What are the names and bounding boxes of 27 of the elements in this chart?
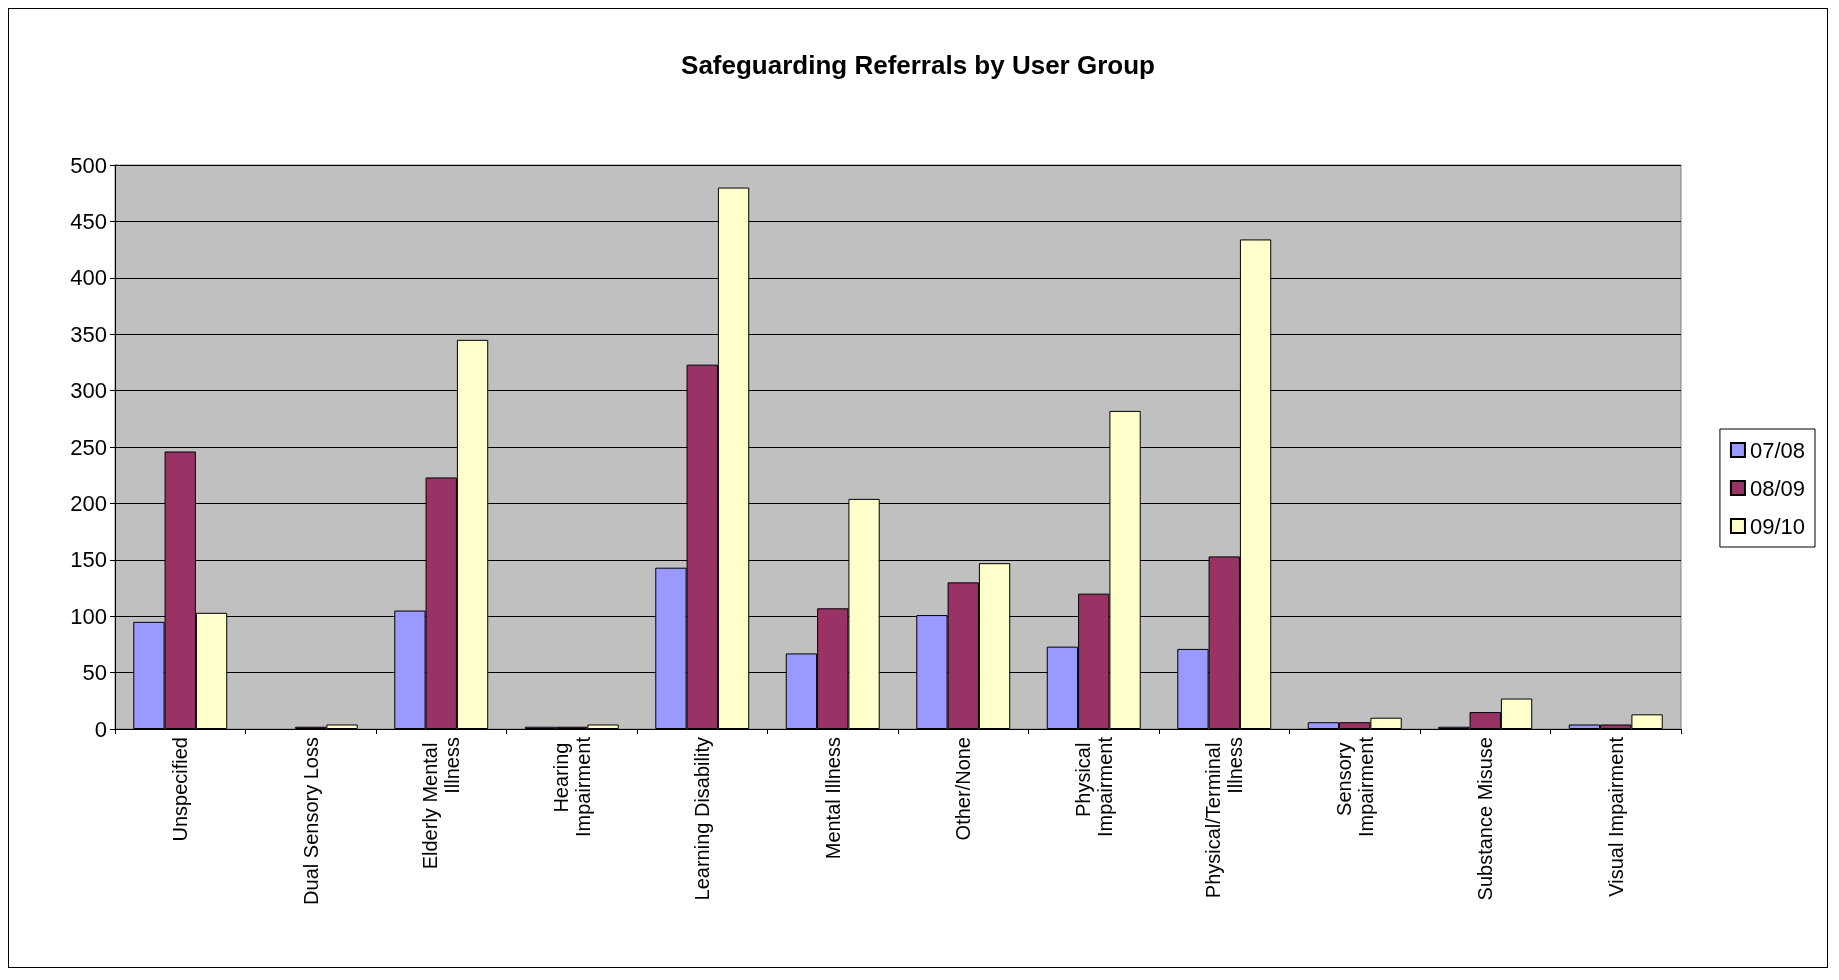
x-tick-label: Other/None xyxy=(952,737,975,841)
y-tick-label: 0 xyxy=(94,716,107,742)
x-tick-label: Substance Misuse xyxy=(1474,737,1497,901)
y-tick-label: 400 xyxy=(70,265,107,291)
y-tick-label: 300 xyxy=(70,378,107,404)
x-tick-label: Unspecified xyxy=(169,737,192,842)
y-tick-label: 100 xyxy=(70,603,107,629)
x-tick-label: Physical Impairment xyxy=(1071,736,1116,838)
x-tick-label: Visual Impairment xyxy=(1604,736,1627,897)
x-tick-label: Dual Sensory Loss xyxy=(299,737,322,905)
x-tick-label: Learning Disability xyxy=(691,737,714,901)
x-tick-label: Hearing Impairment xyxy=(549,736,594,838)
x-tick-label: Mental Illness xyxy=(821,737,844,860)
y-tick-label: 500 xyxy=(70,152,107,178)
x-tick-label: Physical/Terminal Illness xyxy=(1202,737,1247,899)
y-tick-label: 450 xyxy=(70,208,107,234)
y-tick-label: 50 xyxy=(82,660,107,686)
legend-label: 07/08 xyxy=(1749,437,1806,463)
y-tick-label: 350 xyxy=(70,321,107,347)
chart-title: Safeguarding Referrals by User Group xyxy=(681,50,1155,80)
y-tick-label: 150 xyxy=(70,547,107,573)
legend-label: 08/09 xyxy=(1749,475,1806,501)
legend-label: 09/10 xyxy=(1749,513,1806,539)
x-tick-label: Elderly Mental Illness xyxy=(419,737,464,870)
y-tick-label: 250 xyxy=(70,434,107,460)
y-tick-label: 200 xyxy=(70,490,107,516)
x-tick-label: Sensory Impairment xyxy=(1332,736,1377,838)
